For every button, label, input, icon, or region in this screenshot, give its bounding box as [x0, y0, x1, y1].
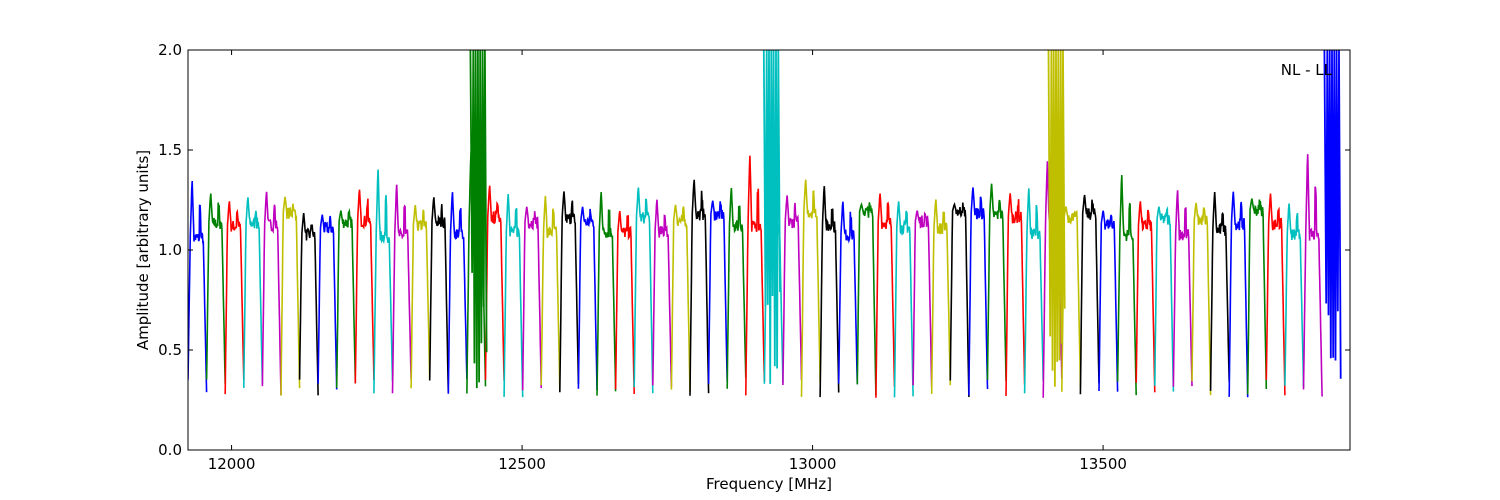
band-series-line — [503, 193, 524, 398]
band-series-line — [1079, 194, 1100, 395]
band-series-line — [521, 206, 542, 391]
series-layer — [188, 50, 1342, 398]
band-series-line — [354, 189, 375, 384]
band-series-line — [1209, 191, 1230, 391]
band-series-line — [1284, 203, 1305, 387]
spike-series-line — [762, 50, 781, 384]
y-tick-label: 1.5 — [158, 141, 182, 159]
band-series-line — [391, 184, 412, 394]
x-tick-label: 12500 — [498, 455, 546, 473]
band-series-line — [912, 210, 933, 388]
band-series-line — [968, 187, 989, 396]
band-series-line — [856, 202, 877, 396]
band-series-line — [670, 204, 691, 392]
band-series-line — [1228, 191, 1249, 398]
band-series-line — [1172, 190, 1193, 387]
band-series-line — [261, 191, 282, 396]
y-tick-label: 2.0 — [158, 41, 182, 59]
band-series-line — [819, 186, 840, 398]
band-series-line — [1302, 154, 1323, 397]
band-series-line — [1265, 193, 1286, 396]
band-series-line — [410, 204, 431, 389]
band-series-line — [317, 214, 338, 390]
band-series-line — [1005, 193, 1026, 397]
band-series-line — [243, 197, 264, 388]
band-series-line — [837, 201, 859, 385]
y-tick-label: 0.0 — [158, 441, 182, 459]
band-series-line — [707, 200, 728, 384]
y-tick-label: 0.5 — [158, 341, 182, 359]
y-tick-label: 1.0 — [158, 241, 182, 259]
chart-annotation: NL - LL — [1281, 61, 1333, 79]
band-series-line — [1135, 201, 1156, 393]
band-series-line — [614, 210, 635, 395]
band-series-line — [726, 187, 747, 389]
band-series-line — [1191, 202, 1212, 396]
band-series-line — [559, 191, 580, 393]
x-tick-label: 12000 — [208, 455, 256, 473]
spike-series-line — [469, 50, 488, 389]
band-series-line — [428, 197, 450, 393]
band-series-line — [782, 195, 803, 386]
y-axis-label: Amplitude [arbitrary units] — [134, 150, 152, 350]
band-series-line — [745, 155, 766, 396]
band-series-line — [986, 183, 1007, 381]
band-series-line — [800, 179, 821, 397]
spike-series-line — [1047, 50, 1066, 387]
band-series-line — [577, 206, 598, 391]
band-series-line — [188, 180, 208, 393]
band-series-line — [633, 187, 654, 394]
band-series-line — [540, 195, 561, 390]
x-tick-label: 13500 — [1079, 455, 1127, 473]
spike-series-line — [1323, 50, 1342, 379]
band-series-line — [373, 169, 394, 394]
band-series-line — [652, 199, 673, 387]
band-series-line — [875, 193, 896, 398]
band-series-line — [335, 208, 357, 388]
band-series-line — [280, 196, 301, 396]
band-series-line — [930, 199, 952, 394]
band-series-line — [1116, 175, 1137, 396]
ticks-layer: 12000 12500 13000 13500 0.0 0.5 1.0 1.5 2.0 — [158, 41, 1350, 473]
band-series-line — [596, 192, 617, 396]
band-series-line — [298, 213, 319, 396]
band-series-line — [949, 202, 970, 398]
band-series-line — [224, 201, 245, 395]
x-axis-label: Frequency [MHz] — [706, 475, 832, 493]
band-series-line — [689, 179, 710, 396]
band-series-line — [447, 192, 468, 394]
band-series-line — [893, 201, 914, 398]
x-tick-label: 13000 — [789, 455, 837, 473]
band-series-line — [1098, 210, 1119, 392]
band-series-line — [1246, 198, 1268, 395]
band-series-line — [1023, 188, 1044, 394]
band-series-line — [205, 193, 226, 385]
band-series-line — [1154, 206, 1175, 392]
band-series-line — [484, 185, 505, 381]
